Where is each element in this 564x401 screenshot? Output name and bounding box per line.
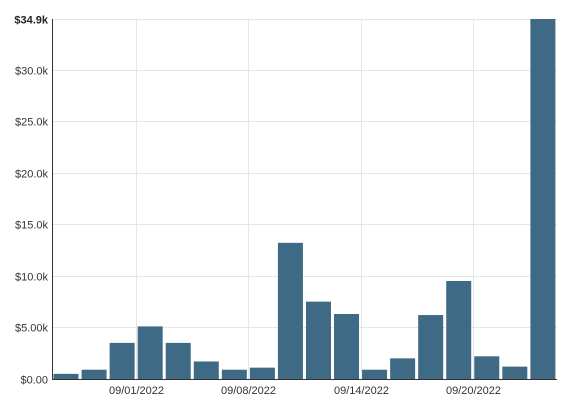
y-tick-label: $34.9k [14,15,49,27]
bar[interactable] [193,361,219,379]
bar[interactable] [137,326,163,379]
x-tick-label: 09/08/2022 [221,385,276,397]
bar[interactable] [334,314,360,379]
bar[interactable] [165,342,191,379]
bar[interactable] [362,369,388,379]
bar[interactable] [81,369,107,379]
y-tick-label: $25.0k [15,117,49,129]
bar[interactable] [53,373,79,379]
chart-grid [52,19,557,379]
y-tick-label: $30.0k [15,66,49,78]
chart-bars [53,19,556,379]
bar[interactable] [530,19,556,379]
x-axis-tick-labels: 09/01/2022 09/08/2022 09/14/2022 09/20/2022 [109,385,501,397]
bar[interactable] [305,301,331,379]
bar[interactable] [109,342,135,379]
bar[interactable] [474,356,500,379]
bar[interactable] [221,369,247,379]
bar[interactable] [390,358,416,379]
y-axis-tick-labels: $0.00 $5.00k $10.0k $15.0k $20.0k $25.0k $30.0… [14,15,49,387]
y-tick-label: $10.0k [15,272,49,284]
x-tick-label: 09/14/2022 [334,385,389,397]
y-tick-label: $0.00 [20,375,48,387]
bar[interactable] [502,366,528,379]
bar[interactable] [277,242,303,379]
bar[interactable] [418,315,444,379]
chart-axes [52,19,557,380]
y-tick-label: $5.00k [15,323,49,335]
x-tick-label: 09/01/2022 [109,385,164,397]
bar[interactable] [249,367,275,379]
bar[interactable] [446,281,472,379]
y-tick-label: $20.0k [15,169,49,181]
x-tick-label: 09/20/2022 [446,385,501,397]
y-tick-label: $15.0k [15,220,49,232]
